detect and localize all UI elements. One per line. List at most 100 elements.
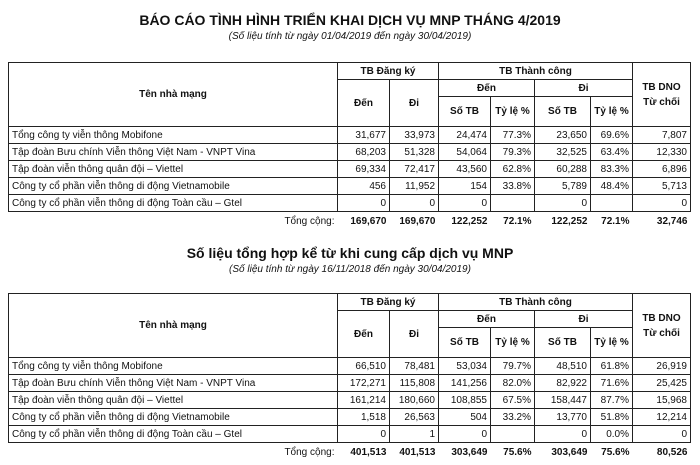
total-label: Tổng cộng: bbox=[284, 446, 335, 458]
success-out-count: 0 bbox=[534, 194, 591, 212]
total-registered-in: 169,670 bbox=[350, 215, 387, 227]
success-in-count: 108,855 bbox=[438, 391, 491, 409]
col-header-registered-out: Đi bbox=[389, 310, 439, 358]
success-out-count: 60,288 bbox=[534, 160, 591, 178]
success-out-count: 82,922 bbox=[534, 374, 591, 392]
operator-name: Tổng công ty viễn thông Mobifone bbox=[8, 357, 338, 375]
report-section-2: Số liệu tổng hợp kể từ khi cung cấp dịch… bbox=[0, 245, 700, 275]
operator-name: Tập đoàn viễn thông quân đội – Viettel bbox=[8, 391, 338, 409]
total-dno-rejected: 80,526 bbox=[656, 446, 688, 458]
success-in-count: 54,064 bbox=[438, 143, 491, 161]
col-header-success-in: Đến bbox=[438, 79, 535, 97]
operator-name: Công ty cổ phần viễn thông di động Vietn… bbox=[8, 177, 338, 195]
success-out-rate: 61.8% bbox=[590, 357, 633, 375]
col-header-in-rate: Tỷ lệ % bbox=[490, 327, 535, 358]
table-row: Tập đoàn viễn thông quân đội – Viettel 16… bbox=[8, 391, 691, 409]
success-in-rate bbox=[490, 425, 535, 443]
col-header-out-rate: Tỷ lệ % bbox=[590, 96, 633, 127]
registered-out: 72,417 bbox=[389, 160, 439, 178]
operator-name: Công ty cổ phần viễn thông di động Toàn … bbox=[8, 194, 338, 212]
table-row: Tập đoàn Bưu chính Viễn thông Việt Nam -… bbox=[8, 374, 691, 392]
registered-in: 68,203 bbox=[337, 143, 390, 161]
success-out-rate: 51.8% bbox=[590, 408, 633, 426]
col-header-registered-in: Đến bbox=[337, 310, 390, 358]
report-title: BÁO CÁO TÌNH HÌNH TRIỂN KHAI DỊCH VỤ MNP… bbox=[139, 12, 561, 28]
dno-rejected: 0 bbox=[632, 194, 691, 212]
table-row: Tập đoàn Bưu chính Viễn thông Việt Nam -… bbox=[8, 143, 691, 161]
total-label: Tổng cộng: bbox=[284, 215, 335, 227]
col-header-out-count: Số TB bbox=[534, 327, 591, 358]
total-success-out-rate: 72.1% bbox=[601, 215, 630, 227]
registered-out: 1 bbox=[389, 425, 439, 443]
report-subtitle: (Số liệu tính từ ngày 16/11/2018 đến ngà… bbox=[229, 264, 471, 275]
registered-in: 1,518 bbox=[337, 408, 390, 426]
col-header-success: TB Thành công bbox=[438, 62, 633, 80]
total-success-in-rate: 72.1% bbox=[503, 215, 532, 227]
success-in-count: 0 bbox=[438, 425, 491, 443]
success-in-rate: 82.0% bbox=[490, 374, 535, 392]
col-header-name: Tên nhà mạng bbox=[8, 293, 338, 358]
total-success-out-count: 122,252 bbox=[551, 215, 588, 227]
report-subtitle: (Số liệu tính từ ngày 01/04/2019 đến ngà… bbox=[228, 31, 472, 42]
report-title: Số liệu tổng hợp kể từ khi cung cấp dịch… bbox=[186, 245, 514, 261]
dno-rejected: 7,807 bbox=[632, 126, 691, 144]
col-header-registered: TB Đăng ký bbox=[337, 62, 439, 80]
registered-in: 172,271 bbox=[337, 374, 390, 392]
success-in-rate: 33.8% bbox=[490, 177, 535, 195]
total-success-in-count: 303,649 bbox=[451, 446, 488, 458]
table-row: Tổng công ty viễn thông Mobifone 66,510 78… bbox=[8, 357, 691, 375]
registered-out: 51,328 bbox=[389, 143, 439, 161]
table-row: Công ty cổ phần viễn thông di động Toàn … bbox=[8, 194, 691, 212]
dno-rejected: 6,896 bbox=[632, 160, 691, 178]
registered-in: 0 bbox=[337, 194, 390, 212]
success-in-count: 53,034 bbox=[438, 357, 491, 375]
total-success-out-count: 303,649 bbox=[551, 446, 588, 458]
registered-in: 66,510 bbox=[337, 357, 390, 375]
table-row: Tập đoàn viễn thông quân đội – Viettel 69… bbox=[8, 160, 691, 178]
operator-name: Công ty cổ phần viễn thông di động Toàn … bbox=[8, 425, 338, 443]
col-header-success-in: Đến bbox=[438, 310, 535, 328]
table-row: Công ty cổ phần viễn thông di động Vietn… bbox=[8, 408, 691, 426]
registered-out: 26,563 bbox=[389, 408, 439, 426]
col-header-in-count: Số TB bbox=[438, 327, 491, 358]
col-header-registered: TB Đăng ký bbox=[337, 293, 439, 311]
success-out-count: 158,447 bbox=[534, 391, 591, 409]
success-in-count: 504 bbox=[438, 408, 491, 426]
success-in-rate: 79.7% bbox=[490, 357, 535, 375]
success-in-rate: 67.5% bbox=[490, 391, 535, 409]
col-header-in-count: Số TB bbox=[438, 96, 491, 127]
success-out-count: 0 bbox=[534, 425, 591, 443]
total-row: Tổng cộng: 401,513 401,513 303,649 75.6% 303,… bbox=[9, 443, 691, 462]
success-out-rate: 48.4% bbox=[590, 177, 633, 195]
success-out-rate: 63.4% bbox=[590, 143, 633, 161]
success-out-rate: 71.6% bbox=[590, 374, 633, 392]
col-header-success-out: Đi bbox=[534, 310, 633, 328]
report-table-2: Tên nhà mạng TB Đăng ký TB Thành công TB DN… bbox=[8, 293, 691, 461]
dno-rejected: 15,968 bbox=[632, 391, 691, 409]
success-in-count: 154 bbox=[438, 177, 491, 195]
success-in-rate: 77.3% bbox=[490, 126, 535, 144]
dno-rejected: 12,214 bbox=[632, 408, 691, 426]
registered-out: 0 bbox=[389, 194, 439, 212]
success-in-rate: 79.3% bbox=[490, 143, 535, 161]
success-out-count: 23,650 bbox=[534, 126, 591, 144]
operator-name: Công ty cổ phần viễn thông di động Vietn… bbox=[8, 408, 338, 426]
success-out-count: 32,525 bbox=[534, 143, 591, 161]
table-row: Công ty cổ phần viễn thông di động Vietn… bbox=[8, 177, 691, 195]
success-out-rate: 0.0% bbox=[590, 425, 633, 443]
report-table-1: Tên nhà mạng TB Đăng ký TB Thành công TB DN… bbox=[8, 62, 691, 230]
success-out-rate: 87.7% bbox=[590, 391, 633, 409]
table-row: Tổng công ty viễn thông Mobifone 31,677 33… bbox=[8, 126, 691, 144]
total-registered-out: 401,513 bbox=[399, 446, 436, 458]
success-out-count: 5,789 bbox=[534, 177, 591, 195]
report-section-1: BÁO CÁO TÌNH HÌNH TRIỂN KHAI DỊCH VỤ MNP… bbox=[0, 12, 700, 42]
total-success-in-rate: 75.6% bbox=[503, 446, 532, 458]
col-header-registered-in: Đến bbox=[337, 79, 390, 127]
registered-out: 180,660 bbox=[389, 391, 439, 409]
success-in-count: 24,474 bbox=[438, 126, 491, 144]
total-success-out-rate: 75.6% bbox=[601, 446, 630, 458]
success-in-rate: 62.8% bbox=[490, 160, 535, 178]
registered-out: 33,973 bbox=[389, 126, 439, 144]
operator-name: Tập đoàn viễn thông quân đội – Viettel bbox=[8, 160, 338, 178]
dno-rejected: 5,713 bbox=[632, 177, 691, 195]
